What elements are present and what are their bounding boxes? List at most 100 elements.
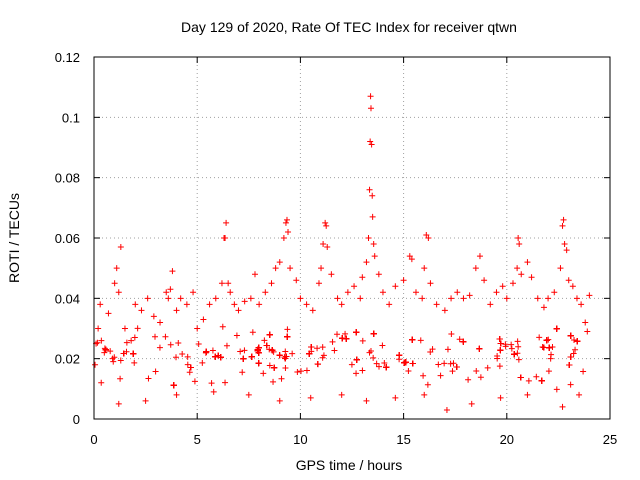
data-point bbox=[449, 368, 456, 375]
data-point bbox=[255, 360, 262, 367]
data-point bbox=[496, 335, 503, 342]
data-point bbox=[194, 325, 201, 332]
data-point bbox=[465, 376, 472, 383]
data-point bbox=[497, 340, 504, 347]
data-point bbox=[177, 295, 184, 302]
data-point bbox=[441, 360, 448, 367]
data-point bbox=[284, 326, 291, 333]
data-point bbox=[268, 280, 275, 287]
data-point bbox=[367, 93, 374, 100]
data-point bbox=[328, 271, 335, 278]
data-point bbox=[309, 307, 316, 314]
data-point bbox=[567, 353, 574, 360]
data-point bbox=[98, 379, 105, 386]
data-point bbox=[315, 280, 322, 287]
data-point bbox=[179, 350, 186, 357]
data-point bbox=[359, 337, 366, 344]
data-point bbox=[546, 344, 553, 351]
data-point bbox=[547, 355, 554, 362]
data-point bbox=[584, 328, 591, 335]
data-point bbox=[152, 368, 159, 375]
data-point bbox=[557, 265, 564, 272]
data-point bbox=[231, 301, 238, 308]
data-point bbox=[92, 361, 99, 368]
data-point bbox=[508, 345, 515, 352]
data-point bbox=[367, 138, 374, 145]
data-point bbox=[348, 361, 355, 368]
data-point bbox=[165, 295, 172, 302]
data-point bbox=[369, 213, 376, 220]
data-point bbox=[218, 280, 225, 287]
data-point bbox=[331, 347, 338, 354]
data-point bbox=[294, 368, 301, 375]
x-tick-label: 10 bbox=[293, 432, 307, 447]
data-point bbox=[460, 338, 467, 345]
data-point bbox=[503, 295, 510, 302]
data-point bbox=[476, 345, 483, 352]
data-point bbox=[297, 368, 304, 375]
data-point bbox=[210, 388, 217, 395]
data-point bbox=[514, 265, 521, 272]
y-tick-label: 0.1 bbox=[62, 110, 80, 125]
data-point bbox=[515, 235, 522, 241]
data-point bbox=[359, 274, 366, 281]
data-point bbox=[502, 343, 509, 350]
data-point bbox=[570, 350, 577, 357]
data-point bbox=[405, 368, 412, 375]
data-point bbox=[408, 256, 415, 263]
data-point bbox=[351, 283, 358, 290]
data-point bbox=[477, 374, 484, 381]
data-point bbox=[370, 354, 377, 361]
data-point bbox=[314, 345, 321, 352]
data-point bbox=[497, 394, 504, 401]
data-point bbox=[145, 375, 152, 382]
x-tick-label: 20 bbox=[500, 432, 514, 447]
data-point bbox=[120, 350, 127, 357]
data-point bbox=[130, 350, 137, 357]
data-point bbox=[287, 265, 294, 272]
data-point bbox=[191, 378, 198, 385]
data-point bbox=[517, 374, 524, 381]
data-point bbox=[132, 301, 139, 308]
data-point bbox=[536, 334, 543, 341]
data-point bbox=[283, 216, 290, 223]
data-point bbox=[170, 382, 177, 389]
data-point bbox=[110, 358, 117, 365]
data-point bbox=[401, 359, 408, 366]
data-point bbox=[518, 271, 525, 278]
data-point bbox=[101, 349, 108, 356]
data-point bbox=[409, 336, 416, 343]
data-point bbox=[212, 295, 219, 302]
data-point bbox=[142, 397, 149, 404]
data-point bbox=[187, 364, 194, 371]
data-point bbox=[260, 370, 267, 377]
data-point bbox=[203, 348, 210, 355]
data-point bbox=[353, 329, 360, 336]
y-tick-label: 0.12 bbox=[55, 50, 80, 65]
data-point bbox=[524, 259, 531, 266]
data-point bbox=[183, 301, 190, 308]
data-point bbox=[280, 235, 287, 241]
data-point bbox=[285, 228, 292, 235]
data-point bbox=[476, 253, 483, 260]
data-point bbox=[262, 289, 269, 296]
data-point bbox=[444, 346, 451, 353]
data-point bbox=[227, 289, 234, 296]
data-point bbox=[121, 325, 128, 332]
grid-lines bbox=[94, 57, 610, 419]
data-point bbox=[448, 295, 455, 302]
data-point bbox=[370, 241, 377, 248]
data-point bbox=[540, 344, 547, 351]
data-point bbox=[392, 283, 399, 290]
data-point bbox=[320, 352, 327, 359]
data-point bbox=[368, 141, 375, 148]
data-point bbox=[222, 235, 229, 241]
data-point bbox=[303, 367, 310, 374]
data-point bbox=[131, 359, 138, 366]
data-point bbox=[392, 394, 399, 401]
data-point bbox=[241, 347, 248, 354]
data-point bbox=[514, 350, 521, 357]
data-point bbox=[101, 345, 108, 352]
